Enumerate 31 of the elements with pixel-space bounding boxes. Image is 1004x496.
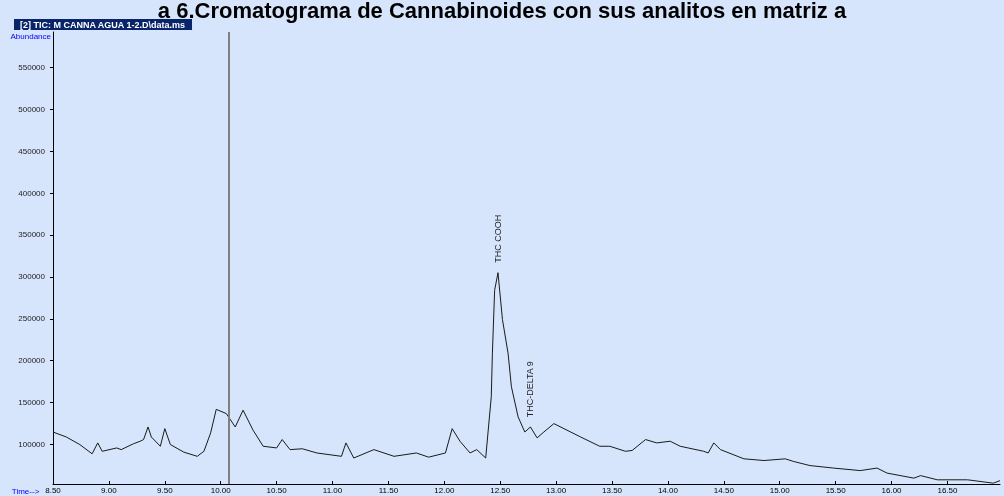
- annotation: THC-DELTA 9: [525, 361, 536, 418]
- x-tick-label: 12.50: [490, 485, 511, 495]
- y-axis-title: Abundance: [10, 31, 52, 41]
- y-tick-label: 350000: [18, 230, 46, 240]
- x-tick-label: 10.50: [266, 485, 288, 495]
- x-tick-label: 15.50: [825, 485, 847, 495]
- x-tick-label: 14.00: [657, 485, 679, 495]
- y-tick-label: 300000: [18, 272, 46, 282]
- y-tick-label: 400000: [18, 188, 46, 198]
- x-tick-label: 9.50: [157, 485, 174, 495]
- y-tick-label: 450000: [18, 146, 46, 156]
- x-tick-label: 8.50: [45, 485, 62, 495]
- y-tick-label: 250000: [18, 314, 46, 324]
- x-tick-label: 11.00: [322, 485, 343, 495]
- x-tick-label: 15.00: [769, 485, 791, 495]
- x-tick-label: 14.50: [713, 485, 735, 495]
- x-tick-label: 16.50: [937, 485, 959, 495]
- y-tick-label: 550000: [18, 62, 46, 72]
- x-tick-label: 13.50: [602, 485, 623, 495]
- x-tick-label: 9.00: [101, 485, 118, 495]
- x-tick-label: 12.00: [434, 485, 455, 495]
- y-tick-label: 100000: [18, 440, 46, 450]
- annotation: THC COOH: [492, 214, 503, 263]
- y-tick-label: 150000: [18, 398, 46, 408]
- x-tick-label: 10.00: [210, 485, 232, 495]
- x-axis-title: Time-->: [11, 486, 40, 496]
- x-tick-label: 13.00: [546, 485, 567, 495]
- y-tick-label: 500000: [18, 104, 46, 114]
- x-tick-label: 11.50: [378, 485, 399, 495]
- x-tick-label: 16.00: [881, 485, 903, 495]
- y-tick-label: 200000: [18, 356, 46, 366]
